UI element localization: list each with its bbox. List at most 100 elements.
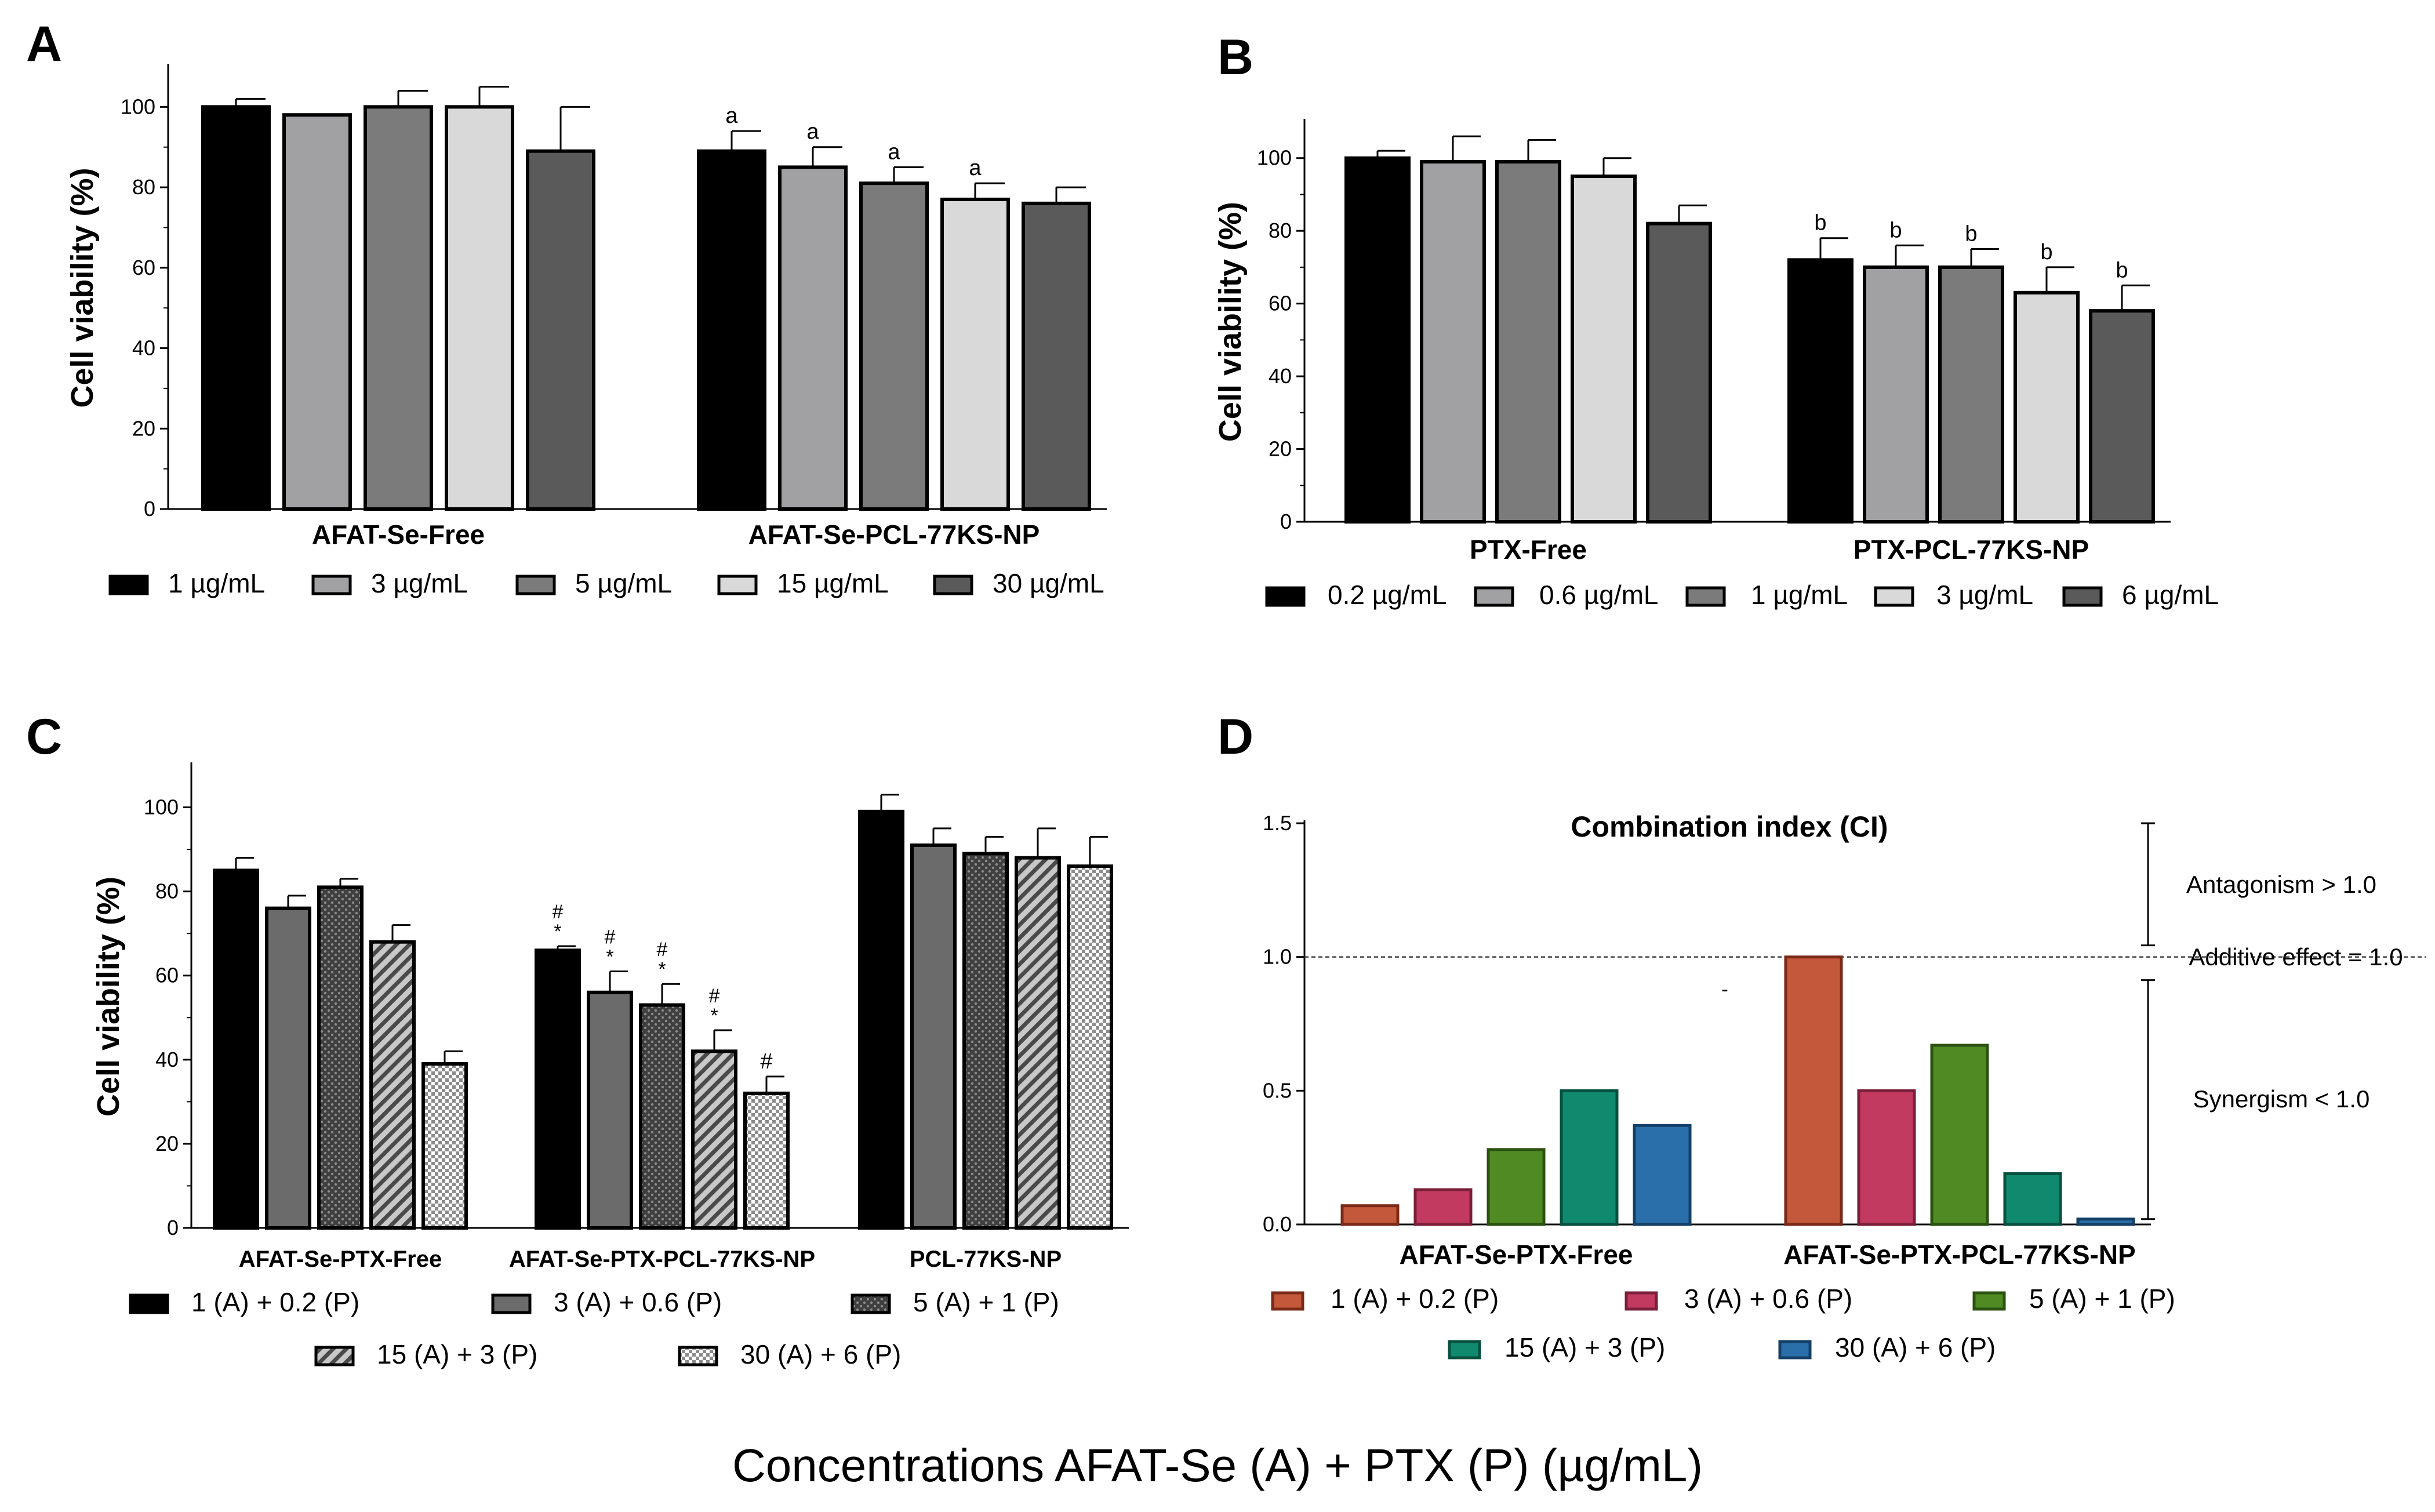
y-tick-label: 0.0 (1263, 1212, 1292, 1236)
legend-label: 1 (A) + 0.2 (P) (191, 1287, 359, 1317)
legend: 1 µg/mL 3 µg/mL 5 µg/mL 15 µg/mL 30 µg/mL (108, 568, 1104, 598)
bar (282, 113, 352, 511)
bar (535, 948, 581, 1230)
legend-label: 6 µg/mL (2122, 580, 2219, 610)
bar (1495, 160, 1561, 524)
legend-swatch (491, 1293, 532, 1314)
bar (421, 1062, 468, 1230)
bar (2003, 1172, 2062, 1226)
y-tick-label: 100 (1257, 146, 1292, 170)
bar (1344, 156, 1411, 524)
bar (317, 885, 364, 1230)
bar (2014, 290, 2080, 524)
significance-label: * (710, 1005, 718, 1027)
bar (1413, 1188, 1473, 1226)
bar (778, 165, 848, 511)
bar (1022, 201, 1091, 511)
bar (526, 149, 595, 511)
legend-label: 1 µg/mL (1751, 580, 1848, 610)
y-tick-label: 60 (1269, 292, 1292, 315)
y-tick-label: 60 (155, 964, 179, 987)
significance-label: * (606, 946, 613, 968)
category-label: PTX-Free (1470, 535, 1587, 565)
figure-footer-label: Concentrations AFAT-Se (A) + PTX (P) (µg… (732, 1440, 1703, 1491)
bar (201, 105, 271, 511)
panel-letter: D (1218, 709, 1253, 765)
bar (265, 906, 311, 1230)
legend-swatch (1778, 1340, 1812, 1360)
panel-c: C 0 20 40 60 80 100 Cell viability (%) AFAT-Se-P… (26, 709, 1129, 1369)
significance-label: b (1814, 211, 1826, 235)
y-tick-label: 40 (155, 1048, 179, 1071)
legend-label: 30 µg/mL (993, 568, 1104, 598)
legend-label: 15 (A) + 3 (P) (1504, 1332, 1665, 1362)
bar (691, 1049, 737, 1230)
significance-label: a (888, 140, 900, 164)
legend-label: 3 µg/mL (1936, 580, 2033, 610)
legend-swatch (1624, 1291, 1658, 1311)
y-tick-label: 80 (1269, 219, 1292, 242)
y-tick-label: 100 (121, 94, 155, 118)
stray-mark: - (1721, 977, 1728, 1001)
bar (1420, 160, 1486, 524)
y-axis-title: Cell viability (%) (91, 877, 126, 1117)
y-tick-label: 0 (144, 497, 155, 521)
y-tick-label: 40 (1269, 364, 1292, 388)
legend-swatch (1271, 1291, 1304, 1311)
significance-label: b (1889, 218, 1902, 242)
y-tick-label: 40 (132, 336, 155, 360)
legend: 1 (A) + 0.2 (P) 3 (A) + 0.6 (P) 5 (A) + 1 … (129, 1287, 1059, 1369)
category-label: AFAT-Se-PTX-Free (239, 1246, 442, 1272)
y-tick-label: 20 (1269, 437, 1292, 461)
legend-label: 30 (A) + 6 (P) (740, 1339, 901, 1369)
legend-swatch (851, 1293, 891, 1314)
legend-swatch (717, 575, 758, 595)
bar (1646, 221, 1712, 524)
legend-swatch (129, 1293, 169, 1314)
bar (587, 990, 633, 1230)
y-tick-label: 0 (167, 1216, 179, 1240)
y-tick-label: 0 (1280, 510, 1292, 533)
bar (1784, 955, 1843, 1226)
bar (213, 868, 259, 1230)
bar (1938, 265, 2004, 524)
region-synergism-label: Synergism < 1.0 (2193, 1085, 2370, 1113)
significance-label: # (760, 1049, 772, 1074)
legend-swatch (1685, 586, 1726, 607)
significance-label: # (709, 985, 720, 1007)
significance-label: # (553, 901, 564, 923)
significance-label: * (658, 958, 666, 980)
legend-swatch (2062, 586, 2103, 607)
category-label: PTX-PCL-77KS-NP (1853, 535, 2089, 565)
bar (1863, 265, 1929, 524)
category-label: AFAT-Se-PTX-Free (1400, 1240, 1633, 1270)
legend-label: 0.6 µg/mL (1539, 580, 1659, 610)
legend-label: 1 (A) + 0.2 (P) (1331, 1284, 1499, 1314)
legend-label: 15 (A) + 3 (P) (377, 1339, 537, 1369)
significance-label: # (657, 939, 668, 961)
legend-label: 3 µg/mL (371, 568, 468, 598)
legend-label: 15 µg/mL (777, 568, 889, 598)
significance-label: * (554, 921, 561, 943)
panel-letter: A (26, 16, 62, 72)
legend-swatch (1448, 1340, 1481, 1360)
legend: 1 (A) + 0.2 (P) 3 (A) + 0.6 (P) 5 (A) + 1 … (1271, 1284, 2175, 1362)
y-tick-label: 0.5 (1263, 1078, 1292, 1102)
bar (1340, 1204, 1400, 1226)
y-tick-label: 100 (144, 795, 179, 819)
bar (910, 843, 957, 1230)
panel-a: A 0 20 40 60 80 100 Cell viability (%) AFAT-Se-F… (26, 16, 1107, 598)
y-tick-label: 80 (132, 175, 155, 199)
bar (1015, 856, 1061, 1230)
significance-label: a (806, 120, 819, 144)
bar (639, 1003, 685, 1230)
legend-swatch (678, 1346, 718, 1366)
legend-swatch (515, 575, 556, 595)
legend-swatch (314, 1346, 355, 1366)
bar (940, 197, 1010, 511)
legend-label: 0.2 µg/mL (1328, 580, 1447, 610)
significance-label: b (2116, 258, 2128, 282)
legend-label: 3 (A) + 0.6 (P) (1684, 1284, 1852, 1314)
significance-label: b (1965, 222, 1977, 246)
